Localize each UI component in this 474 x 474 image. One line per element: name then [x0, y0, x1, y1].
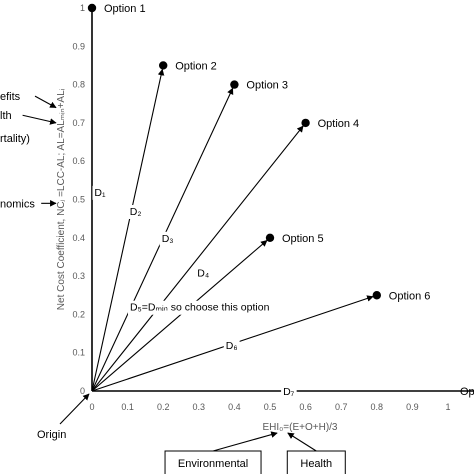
- distance-label-bg: [281, 385, 297, 399]
- distance-vector: [91, 125, 304, 392]
- distance-label: D₇: [283, 386, 295, 398]
- x-tick-label: 0.1: [121, 402, 134, 412]
- bottom-box-arrow: [287, 432, 317, 452]
- x-tick-label: 1: [445, 402, 450, 412]
- option-label: Option 1: [104, 3, 146, 15]
- annotation-arrow: [22, 114, 57, 125]
- option-label: Option 3: [246, 80, 288, 92]
- x-axis-title: EHI₀=(E+O+H)/3: [262, 422, 337, 433]
- y-tick-label: 0.3: [72, 271, 85, 281]
- distance-label: D₅=Dₘᵢₙ so choose this option: [130, 302, 270, 314]
- distance-label: D₃: [162, 233, 174, 245]
- option-label: Option 2: [175, 60, 217, 72]
- left-annotation: lth: [0, 110, 12, 122]
- y-tick-label: 0.6: [72, 156, 85, 166]
- distance-label: D₆: [226, 340, 238, 352]
- y-tick-label: 0.5: [72, 195, 85, 205]
- distance-label: D₄: [197, 267, 209, 279]
- x-tick-label: 0.4: [228, 402, 241, 412]
- distance-label-bg: [223, 339, 240, 354]
- y-tick-label: 0.1: [72, 348, 85, 358]
- distance-label-bg: [127, 300, 272, 315]
- x-tick-label: 0.2: [157, 402, 170, 412]
- bottom-box-arrow: [212, 431, 278, 452]
- distance-label: D₂: [130, 206, 142, 218]
- distance-label-bg: [159, 231, 176, 246]
- x-tick-label: 0.7: [335, 402, 348, 412]
- origin-label: Origin: [37, 429, 66, 441]
- y-tick-label: 0.4: [72, 233, 85, 243]
- bottom-box-label: Environmental: [178, 458, 248, 470]
- option-label: Option 5: [282, 233, 324, 245]
- distance-label: D₁: [94, 187, 106, 199]
- distance-label-bg: [127, 204, 144, 219]
- x-tick-label: 0: [89, 402, 94, 412]
- origin-arrow: [59, 393, 90, 425]
- option-points: Option 1 Option 2 Option 3 Option 4 Option 5…: [87, 3, 474, 398]
- option-marker: [301, 118, 310, 128]
- distance-label-bg: [92, 185, 109, 200]
- x-tick-label: 0.9: [406, 402, 419, 412]
- y-tick-label: 0.9: [72, 41, 85, 51]
- option-marker: [230, 80, 239, 89]
- option-label: Option: [460, 386, 474, 398]
- y-tick-label: 0.7: [72, 118, 85, 128]
- option-marker: [372, 291, 381, 300]
- bottom-box-label: Health: [300, 458, 332, 470]
- x-tick-label: 0.5: [264, 402, 277, 412]
- y-tick-label: 0.2: [72, 309, 85, 319]
- distance-vector: [91, 68, 165, 392]
- left-annotation: rtality): [0, 133, 30, 145]
- option-label: Option 6: [389, 290, 431, 302]
- axes: [91, 8, 474, 392]
- left-annotation: nomics: [0, 198, 35, 210]
- y-tick-label: 0: [80, 386, 85, 396]
- tick-labels: 0 0.1 0.2 0.3 0.4 0.5 0.6 0.7 0.8 0.9 1 0 0.1 0.2 0.3 0…: [56, 3, 451, 433]
- left-annotation: efits: [0, 91, 21, 103]
- distance-label-bg: [195, 266, 212, 281]
- distance-vector: [91, 239, 268, 392]
- option-label: Option 4: [318, 118, 360, 130]
- x-tick-label: 0.3: [193, 402, 206, 412]
- x-tick-label: 0.8: [371, 402, 384, 412]
- y-axis-title: Net Cost Coefficient, NCⱼ =LCC-AL; AL=AL…: [56, 88, 67, 310]
- y-tick-label: 1: [80, 3, 85, 13]
- annotation-arrow: [34, 95, 57, 109]
- x-tick-label: 0.6: [299, 402, 312, 412]
- option-marker: [159, 61, 168, 70]
- annotation-labels: D₁ D₂ D₃ D₄ D₅=Dₘᵢₙ so choose this option D₆ D…: [0, 91, 346, 474]
- y-tick-label: 0.8: [72, 80, 85, 90]
- option-marker: [87, 3, 97, 13]
- option-marker: [265, 233, 275, 242]
